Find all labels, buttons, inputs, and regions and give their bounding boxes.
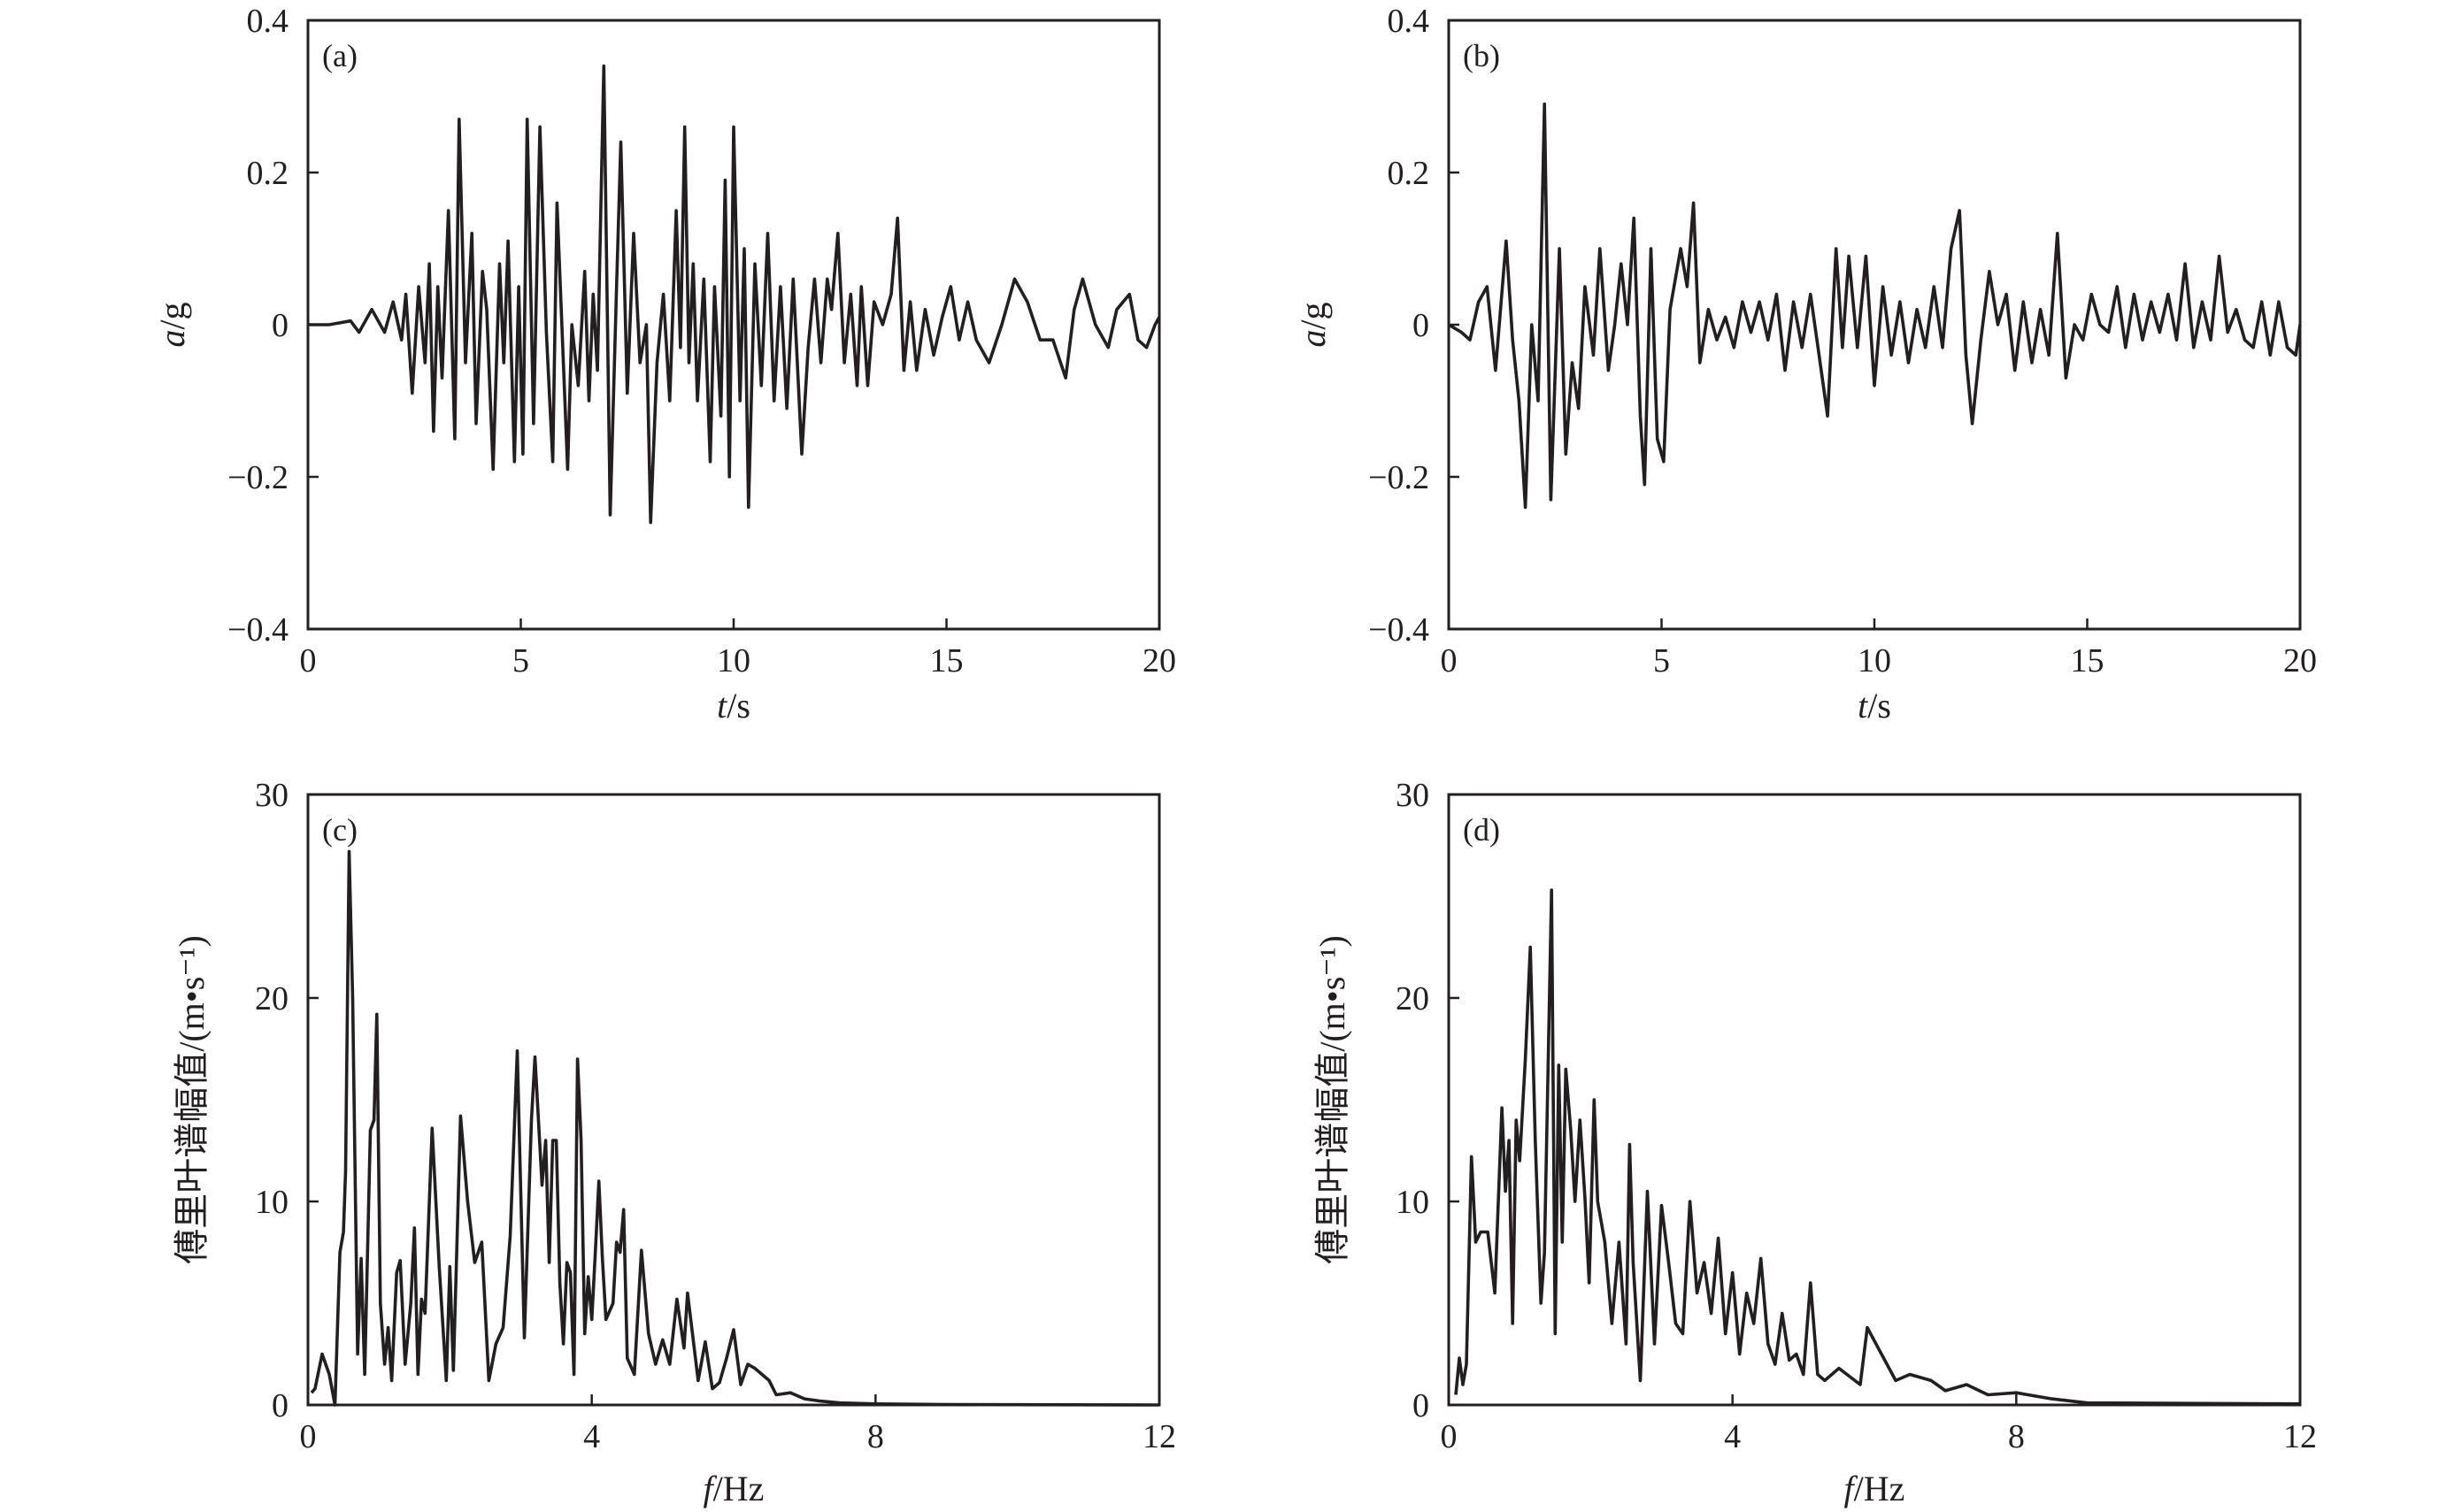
x-tick-label: 20 [1143,642,1176,679]
y-tick-label: 30 [1396,777,1429,814]
y-axis-unit: /g [1293,302,1333,329]
x-tick-label: 0 [300,642,317,679]
y-tick-label: 20 [1396,980,1429,1017]
panel-a: 0 5 10 15 20 −0.4 −0.2 0 0.2 0.4 (a) t/s a/g [152,3,1176,725]
x-tick-label: 12 [2283,1418,2317,1455]
y-axis-label: a/g [1293,302,1333,347]
y-tick-label: 0 [272,307,289,344]
x-tick-label: 0 [1441,642,1458,679]
x-tick-label: 15 [2071,642,2104,679]
y-axis-unit: /g [152,302,192,329]
y-tick-label: 10 [255,1184,289,1221]
x-tick-label: 5 [512,642,529,679]
y-tick-label: −0.4 [227,611,289,649]
panel-b: 0 5 10 15 20 −0.4 −0.2 0 0.2 0.4 (b) t/s a/g [1293,3,2317,725]
x-tick-label: 8 [867,1418,884,1455]
x-axis-unit: /s [727,686,750,725]
y-axis-label: 傅里叶谱幅值/(m•s⁻¹) [172,935,212,1264]
y-tick-label: 0.4 [1388,3,1430,40]
series-line-c [310,849,1160,1407]
panel-label: (d) [1463,812,1500,848]
x-axis-label: f/Hz [1844,1469,1905,1508]
y-tick-label: −0.2 [1368,459,1429,496]
series-line-d [1454,888,2301,1406]
y-axis-label: a/g [152,302,192,347]
y-tick-label: 10 [1396,1184,1429,1221]
y-tick-label: 20 [255,980,289,1017]
x-axis-label: f/Hz [704,1469,765,1508]
x-axis-unit: /Hz [713,1469,765,1508]
x-axis-unit: /Hz [1854,1469,1905,1508]
x-axis-label: t/s [1858,686,1891,725]
panel-label: (a) [322,38,358,73]
panel-c: 0 4 8 12 0 10 20 30 (c) f/Hz 傅里叶谱幅值/(m•s⁻¹) [172,777,1176,1508]
series-line-a [308,64,1161,525]
plot-frame [1447,793,2302,1407]
x-tick-label: 0 [300,1418,317,1455]
y-tick-label: −0.4 [1368,611,1429,649]
series-line-b [1448,102,2302,510]
x-tick-label: 20 [2283,642,2317,679]
y-tick-label: 30 [255,777,289,814]
x-axis-label: t/s [717,686,750,725]
x-axis-symbol: t [717,686,727,725]
x-tick-label: 10 [1858,642,1891,679]
x-tick-label: 5 [1653,642,1670,679]
y-axis-symbol: a [152,330,192,348]
plot-frame [306,793,1161,1407]
y-tick-label: 0 [1412,307,1429,344]
panel-label: (b) [1463,38,1500,73]
y-axis-symbol: a [1293,330,1333,348]
y-tick-label: 0.2 [247,155,289,192]
x-tick-label: 8 [2008,1418,2025,1455]
x-axis-unit: /s [1867,686,1891,725]
y-tick-label: 0 [1412,1387,1429,1424]
y-tick-label: 0.2 [1388,155,1430,192]
x-tick-label: 4 [583,1418,600,1455]
panel-label: (c) [322,812,358,848]
y-axis-label: 傅里叶谱幅值/(m•s⁻¹) [1312,935,1352,1264]
y-tick-label: −0.2 [227,459,289,496]
x-tick-label: 15 [930,642,964,679]
y-tick-label: 0 [272,1387,289,1424]
x-tick-label: 4 [1724,1418,1741,1455]
x-axis-symbol: t [1858,686,1868,725]
panel-d: 0 4 8 12 0 10 20 30 (d) f/Hz 傅里叶谱幅值/(m•s⁻¹) [1312,777,2317,1508]
x-tick-label: 0 [1441,1418,1458,1455]
x-tick-label: 12 [1143,1418,1176,1455]
y-tick-label: 0.4 [247,3,289,40]
x-tick-label: 10 [717,642,750,679]
